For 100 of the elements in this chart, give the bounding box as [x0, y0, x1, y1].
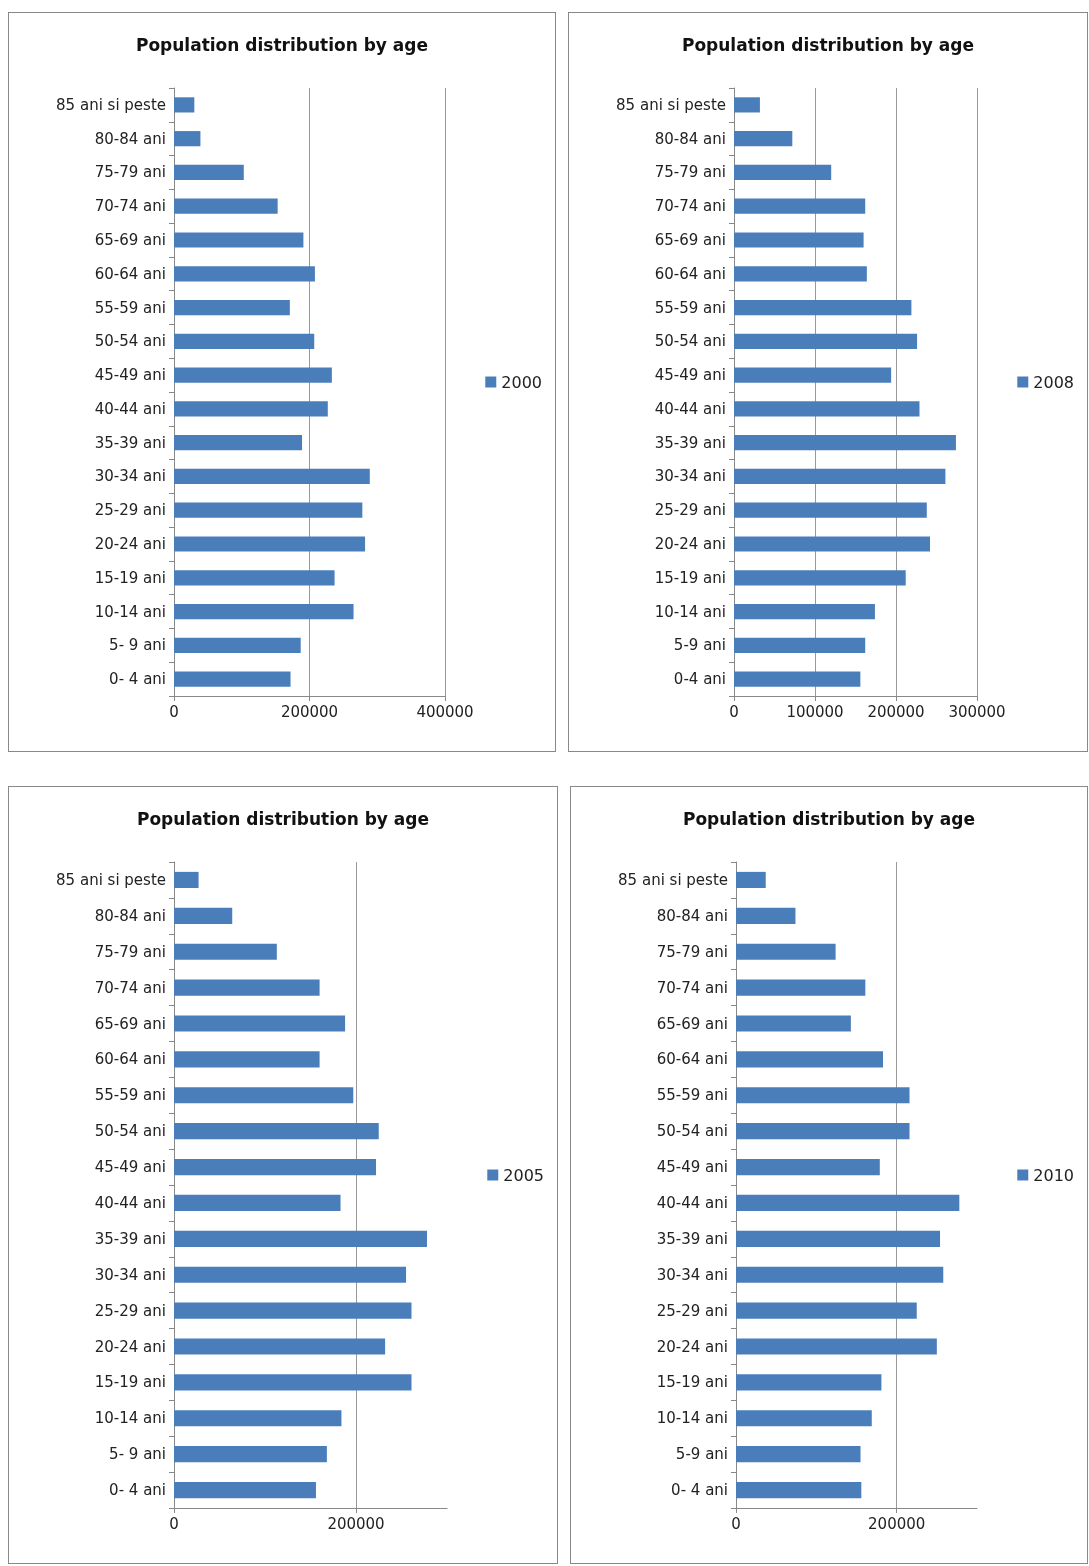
y-tick-label: 80-84 ani [94, 129, 166, 148]
y-tick-label: 40-44 ani [656, 1193, 728, 1212]
bar [734, 468, 946, 485]
chart-title: Population distribution by age [682, 808, 976, 829]
y-tick-label: 75-79 ani [94, 163, 166, 182]
bar [174, 1158, 377, 1176]
y-tick-label: 20-24 ani [94, 1337, 166, 1356]
bar [174, 367, 332, 383]
y-tick-label: 15-19 ani [94, 1373, 166, 1392]
bar [736, 979, 866, 996]
bar [174, 637, 301, 653]
legend-label: 2008 [1033, 372, 1074, 392]
bar [174, 232, 304, 248]
bar [734, 367, 892, 383]
bar [174, 1374, 412, 1391]
bar [174, 266, 315, 282]
y-tick-label: 10-14 ani [656, 1409, 728, 1428]
bar [734, 671, 861, 687]
y-tick-label: 80-84 ani [656, 906, 728, 925]
y-tick-label: 35-39 ani [94, 433, 166, 452]
bar [174, 536, 366, 552]
bar [174, 1194, 341, 1212]
bar [174, 164, 244, 181]
bar [174, 1015, 346, 1032]
x-tick-label: 0 [729, 702, 739, 721]
y-tick-label: 45-49 ani [654, 366, 726, 385]
bar [736, 1302, 917, 1319]
y-tick-label: 50-54 ani [94, 332, 166, 351]
x-tick-label: 0 [169, 1514, 179, 1533]
bar [174, 603, 354, 620]
bar [174, 1051, 320, 1068]
y-tick-label: 0- 4 ani [109, 1481, 166, 1500]
chart-title: Population distribution by age [681, 34, 975, 55]
y-tick-label: 55-59 ani [94, 1086, 166, 1105]
y-tick-label: 80-84 ani [654, 129, 726, 148]
bar [736, 1194, 960, 1212]
bar [174, 1338, 386, 1355]
y-tick-label: 65-69 ani [94, 1014, 166, 1033]
bar [174, 570, 335, 586]
y-tick-label: 75-79 ani [656, 942, 728, 961]
bar [734, 131, 793, 147]
y-tick-label: 30-34 ani [656, 1265, 728, 1284]
y-tick-label: 75-79 ani [654, 163, 726, 182]
bar [734, 637, 866, 653]
bar [736, 1338, 937, 1355]
bar [174, 502, 363, 518]
bar [174, 1481, 316, 1499]
y-tick-label: 5-9 ani [673, 636, 726, 655]
bar [174, 907, 233, 924]
bar [174, 1410, 342, 1427]
y-tick-label: 40-44 ani [94, 399, 166, 418]
x-tick-label: 200000 [867, 702, 925, 721]
y-tick-label: 35-39 ani [656, 1229, 728, 1248]
y-tick-label: 50-54 ani [94, 1122, 166, 1141]
y-tick-label: 60-64 ani [94, 1050, 166, 1069]
bar [174, 333, 315, 349]
bar [736, 871, 766, 889]
y-tick-label: 10-14 ani [94, 602, 166, 621]
y-tick-label: 30-34 ani [94, 467, 166, 486]
bar [174, 1266, 407, 1283]
bar [174, 468, 370, 485]
y-tick-label: 65-69 ani [656, 1014, 728, 1033]
y-tick-label: 65-69 ani [94, 231, 166, 249]
y-tick-label: 85 ani si peste [56, 870, 166, 889]
y-tick-label: 45-49 ani [94, 1158, 166, 1177]
bar [736, 1015, 851, 1032]
y-tick-label: 30-34 ani [654, 467, 726, 486]
bar [736, 1410, 872, 1427]
x-tick-label: 100000 [786, 702, 844, 721]
y-tick-label: 25-29 ani [656, 1301, 728, 1320]
y-tick-label: 70-74 ani [94, 978, 166, 997]
bar [736, 1123, 910, 1140]
y-tick-label: 85 ani si peste [56, 95, 166, 114]
y-tick-label: 5- 9 ani [109, 1445, 166, 1464]
y-tick-label: 5- 9 ani [109, 636, 166, 655]
y-tick-label: 35-39 ani [654, 433, 726, 452]
y-tick-label: 0-4 ani [673, 670, 726, 689]
y-tick-label: 50-54 ani [654, 332, 726, 351]
y-tick-label: 15-19 ani [94, 568, 166, 587]
bar [174, 1302, 412, 1319]
bar [734, 97, 760, 113]
y-tick-label: 25-29 ani [94, 1301, 166, 1320]
bar [174, 871, 199, 889]
y-tick-label: 40-44 ani [94, 1193, 166, 1212]
y-tick-label: 70-74 ani [94, 197, 166, 216]
legend-label: 2010 [1033, 1165, 1074, 1185]
y-tick-label: 20-24 ani [656, 1337, 728, 1356]
bar [736, 1087, 910, 1104]
bar [174, 979, 320, 996]
y-tick-label: 60-64 ani [654, 264, 726, 283]
bar [736, 1266, 944, 1283]
bar [174, 131, 201, 147]
y-tick-label: 15-19 ani [656, 1373, 728, 1392]
y-tick-label: 85 ani si peste [616, 95, 726, 114]
bar [174, 1230, 427, 1247]
bar [734, 232, 864, 248]
bar [734, 435, 956, 451]
x-tick-label: 0 [731, 1514, 741, 1533]
y-tick-label: 55-59 ani [654, 298, 726, 317]
y-tick-label: 60-64 ani [94, 264, 166, 283]
